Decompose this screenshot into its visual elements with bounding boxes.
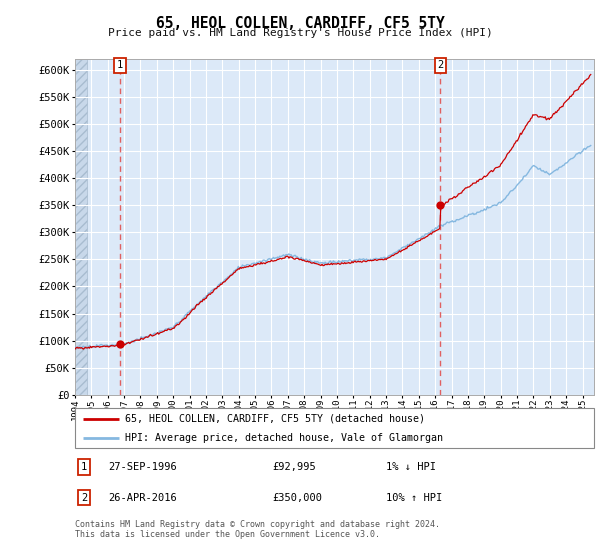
Text: 1: 1 [81, 462, 88, 472]
Text: 1% ↓ HPI: 1% ↓ HPI [386, 462, 436, 472]
Text: 10% ↑ HPI: 10% ↑ HPI [386, 493, 443, 502]
Polygon shape [75, 59, 87, 395]
Text: 2: 2 [81, 493, 88, 502]
Text: Contains HM Land Registry data © Crown copyright and database right 2024.
This d: Contains HM Land Registry data © Crown c… [75, 520, 440, 539]
Text: £350,000: £350,000 [272, 493, 322, 502]
Polygon shape [75, 59, 87, 395]
FancyBboxPatch shape [75, 408, 594, 448]
Text: 1: 1 [117, 60, 123, 71]
Text: HPI: Average price, detached house, Vale of Glamorgan: HPI: Average price, detached house, Vale… [125, 433, 443, 443]
Text: £92,995: £92,995 [272, 462, 316, 472]
Text: 27-SEP-1996: 27-SEP-1996 [109, 462, 178, 472]
Text: 65, HEOL COLLEN, CARDIFF, CF5 5TY: 65, HEOL COLLEN, CARDIFF, CF5 5TY [155, 16, 445, 31]
Text: Price paid vs. HM Land Registry's House Price Index (HPI): Price paid vs. HM Land Registry's House … [107, 28, 493, 38]
Text: 2: 2 [437, 60, 443, 71]
Text: 65, HEOL COLLEN, CARDIFF, CF5 5TY (detached house): 65, HEOL COLLEN, CARDIFF, CF5 5TY (detac… [125, 414, 425, 424]
Text: 26-APR-2016: 26-APR-2016 [109, 493, 178, 502]
